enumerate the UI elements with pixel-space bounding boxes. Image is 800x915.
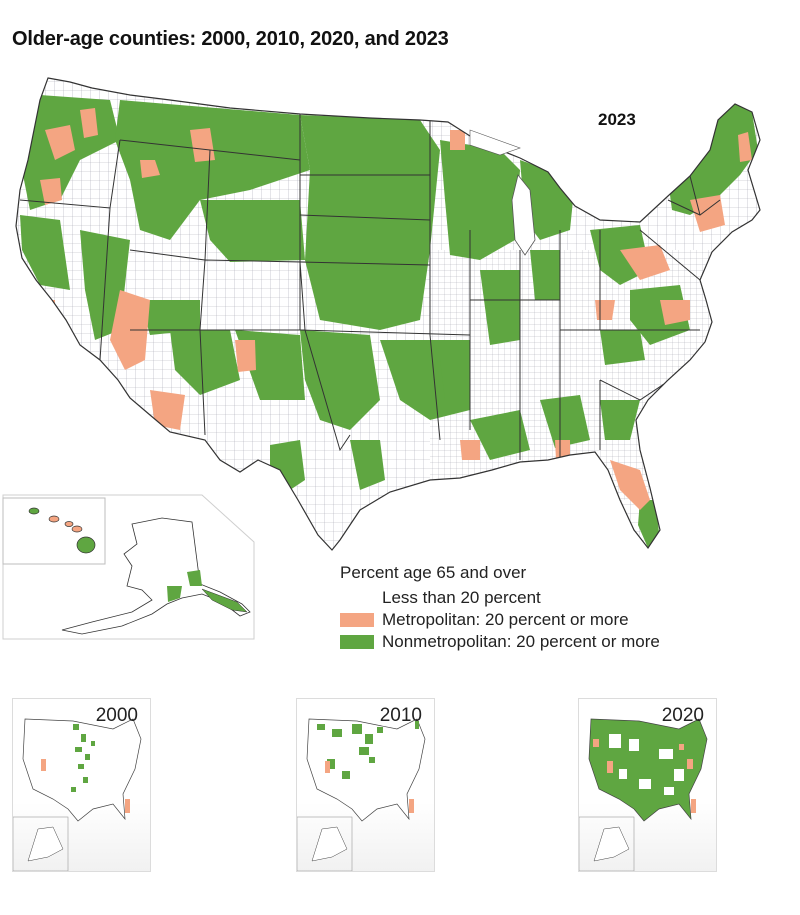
legend: Percent age 65 and over Less than 20 per… xyxy=(340,563,660,653)
hawaii-inset-box xyxy=(2,497,106,565)
alaska xyxy=(61,517,251,635)
swatch-metro xyxy=(340,613,374,627)
small-map-2020: 2020 xyxy=(578,698,717,872)
small-map-year-2020: 2020 xyxy=(661,705,704,726)
small-map-year-2010: 2010 xyxy=(379,705,422,726)
state-borders xyxy=(19,114,721,460)
swatch-white xyxy=(340,591,374,605)
legend-item-metro: Metropolitan: 20 percent or more xyxy=(340,609,660,631)
small-map-2010: 2010 xyxy=(296,698,435,872)
legend-title: Percent age 65 and over xyxy=(340,563,527,582)
legend-item-nonmetro: Nonmetropolitan: 20 percent or more xyxy=(340,631,660,653)
swatch-nonmetro xyxy=(340,635,374,649)
page-title: Older-age counties: 2000, 2010, 2020, an… xyxy=(12,28,449,50)
main-us-map xyxy=(15,77,761,551)
hawaii xyxy=(28,507,96,554)
small-map-2000: 2000 xyxy=(12,698,151,872)
small-map-year-2000: 2000 xyxy=(95,705,138,726)
county-layer xyxy=(16,78,760,550)
main-map-year-label: 2023 xyxy=(598,110,636,129)
legend-item-under-20: Less than 20 percent xyxy=(340,587,660,609)
small-map-2020-shape xyxy=(579,718,708,871)
small-map-2010-shape xyxy=(297,718,426,871)
small-map-2000-shape xyxy=(13,718,142,871)
alaska-hawaii-inset xyxy=(2,494,255,640)
